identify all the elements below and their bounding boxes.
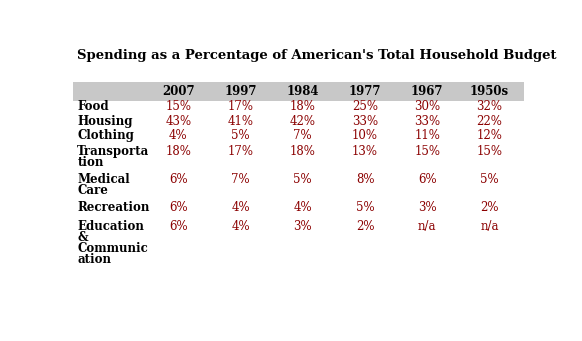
Text: 43%: 43% [165,115,191,128]
Text: 5%: 5% [480,173,499,186]
Text: 4%: 4% [169,129,187,142]
Text: 2%: 2% [356,220,374,233]
Text: 2%: 2% [480,202,499,214]
Text: 17%: 17% [228,100,254,113]
Text: Communic: Communic [77,242,148,255]
Text: Food: Food [77,100,109,113]
Text: 33%: 33% [352,115,378,128]
Text: 10%: 10% [352,129,378,142]
Text: 4%: 4% [293,202,312,214]
Text: 4%: 4% [231,220,250,233]
Text: 1950s: 1950s [470,85,509,98]
Text: 1997: 1997 [224,85,257,98]
Text: 11%: 11% [414,129,440,142]
Text: 13%: 13% [352,145,378,158]
Text: tion: tion [77,156,104,169]
Text: 25%: 25% [352,100,378,113]
Bar [73,81,524,101]
Text: 15%: 15% [477,145,502,158]
Text: 41%: 41% [228,115,254,128]
Text: 32%: 32% [477,100,502,113]
Text: 18%: 18% [290,100,315,113]
Text: &: & [77,231,88,244]
Text: Transporta: Transporta [77,145,150,158]
Text: Clothing: Clothing [77,129,134,142]
Text: n/a: n/a [480,220,499,233]
Text: 1967: 1967 [411,85,443,98]
Text: 8%: 8% [356,173,374,186]
Text: 6%: 6% [169,202,187,214]
Text: 33%: 33% [414,115,441,128]
Text: 15%: 15% [414,145,440,158]
Text: 4%: 4% [231,202,250,214]
Text: n/a: n/a [418,220,436,233]
Text: 15%: 15% [165,100,191,113]
Text: Education: Education [77,220,144,233]
Text: 12%: 12% [477,129,502,142]
Text: 6%: 6% [169,220,187,233]
Text: 30%: 30% [414,100,441,113]
Text: 6%: 6% [418,173,436,186]
Text: 6%: 6% [169,173,187,186]
Text: 3%: 3% [293,220,312,233]
Text: 17%: 17% [228,145,254,158]
Text: 18%: 18% [290,145,315,158]
Text: Recreation: Recreation [77,202,150,214]
Text: Spending as a Percentage of American's Total Household Budget: Spending as a Percentage of American's T… [77,49,557,62]
Text: 18%: 18% [165,145,191,158]
Text: Care: Care [77,183,108,196]
Text: 22%: 22% [477,115,502,128]
Text: Medical: Medical [77,173,130,186]
Text: ation: ation [77,253,111,266]
Text: 3%: 3% [418,202,436,214]
Text: 1984: 1984 [286,85,319,98]
Text: 5%: 5% [356,202,374,214]
Text: 2007: 2007 [162,85,194,98]
Text: 7%: 7% [293,129,312,142]
Text: 42%: 42% [290,115,316,128]
Text: 5%: 5% [293,173,312,186]
Text: 5%: 5% [231,129,250,142]
Text: 1977: 1977 [349,85,381,98]
Text: 7%: 7% [231,173,250,186]
Text: Housing: Housing [77,115,133,128]
